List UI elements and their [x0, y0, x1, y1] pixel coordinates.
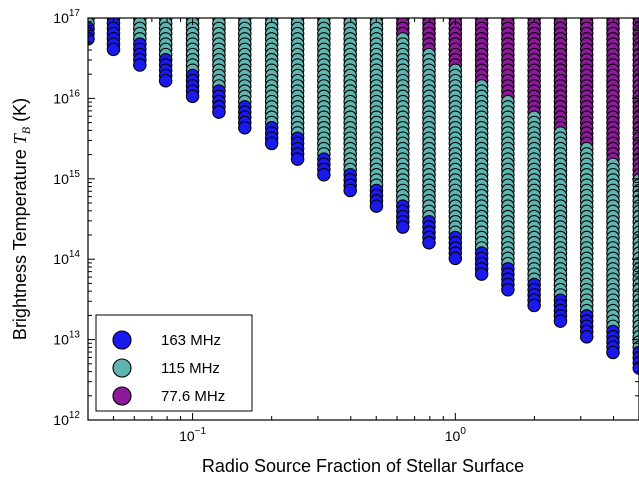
y-axis-label: Brightness Temperature TB (K): [10, 98, 33, 340]
data-point: [397, 221, 409, 233]
data-point: [581, 331, 593, 343]
legend-marker: [113, 387, 131, 405]
x-tick-label: 10−1: [179, 426, 206, 444]
x-tick-label: 100: [445, 426, 467, 444]
data-point: [554, 315, 566, 327]
legend: 163 MHz 115 MHz 77.6 MHz: [96, 315, 252, 411]
data-point: [318, 169, 330, 181]
data-point: [370, 200, 382, 212]
legend-marker: [113, 331, 131, 349]
data-point: [475, 268, 487, 280]
data-point: [423, 237, 435, 249]
legend-label: 77.6 MHz: [161, 388, 225, 405]
data-point: [213, 106, 225, 118]
data-point: [159, 75, 171, 87]
data-point: [239, 122, 251, 134]
data-point: [344, 184, 356, 196]
legend-marker: [113, 359, 131, 377]
y-tick-label: 1015: [53, 169, 80, 187]
y-tick-label: 1014: [53, 249, 80, 267]
data-point: [265, 137, 277, 149]
legend-label: 163 MHz: [161, 332, 221, 349]
data-point: [134, 59, 146, 71]
y-tick-label: 1017: [53, 8, 80, 26]
data-point: [607, 346, 619, 358]
data-point: [528, 299, 540, 311]
y-axis-label-suffix: (K): [10, 98, 30, 127]
y-axis-label-prefix: Brightness Temperature: [10, 144, 30, 340]
y-tick-label: 1012: [53, 410, 80, 428]
data-point: [107, 43, 119, 55]
x-axis-label: Radio Source Fraction of Stellar Surface: [202, 456, 524, 476]
data-point: [186, 90, 198, 102]
y-tick-label: 1013: [53, 330, 80, 348]
y-tick-label: 1016: [53, 88, 80, 106]
data-point: [502, 284, 514, 296]
legend-label: 115 MHz: [161, 360, 220, 377]
data-point: [291, 153, 303, 165]
data-point: [449, 252, 461, 264]
